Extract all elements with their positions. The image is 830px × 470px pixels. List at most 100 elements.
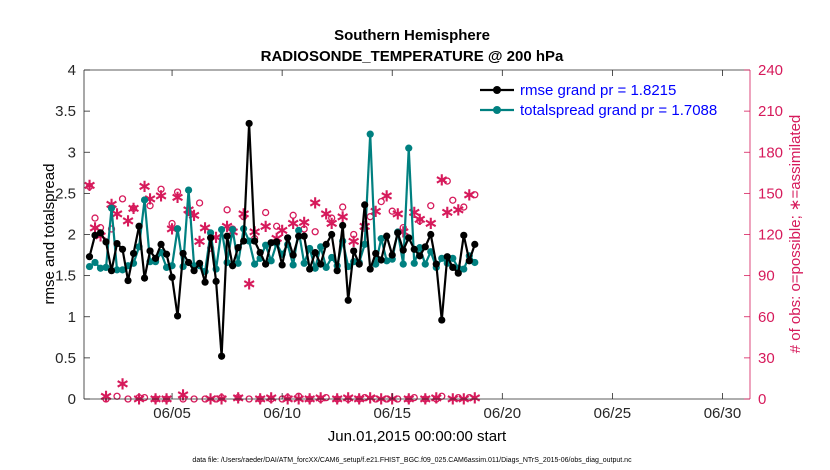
obs-assimilated-point: ∗	[231, 387, 246, 408]
totalspread-point	[140, 196, 149, 204]
rmse-point	[151, 254, 160, 262]
obs-assimilated-point: ∗	[390, 204, 405, 225]
rmse-point	[124, 276, 132, 285]
rmse-point	[91, 231, 99, 239]
obs-assimilated-point: ∗	[82, 175, 97, 196]
obs-assimilated-point: ∗	[143, 188, 158, 209]
totalspread-point	[372, 260, 380, 268]
totalspread-point	[317, 243, 325, 251]
obs-possible-point	[129, 204, 138, 213]
chart-title-line1: Southern Hemisphere	[334, 27, 490, 44]
rmse-point	[399, 246, 407, 254]
rmse-segment	[264, 242, 273, 265]
rmse-point	[251, 237, 259, 245]
rmse-point	[339, 221, 347, 230]
rmse-point	[146, 247, 154, 255]
rmse-point	[295, 232, 303, 240]
x-axis-label: Jun.01,2015 00:00:00 start	[328, 428, 507, 445]
obs-assimilated-point: ∗	[434, 169, 449, 190]
obs-assimilated-point: ∗	[324, 213, 339, 234]
totalspread-point	[229, 225, 237, 234]
rmse-point	[306, 265, 314, 273]
rmse-segment	[137, 226, 146, 279]
rmse-segment	[209, 237, 218, 282]
obs-possible-point	[465, 393, 473, 402]
totalspread-point	[245, 237, 253, 245]
totalspread-point	[300, 259, 308, 267]
totalspread-point	[449, 254, 457, 262]
totalspread-segment	[110, 208, 119, 270]
obs-possible-point	[322, 393, 330, 402]
x-tick-label: 06/30	[704, 405, 742, 422]
rmse-segment	[380, 235, 388, 261]
totalspread-segment	[402, 148, 410, 265]
rmse-segment	[440, 256, 449, 321]
rmse-point	[256, 248, 264, 257]
rmse-segment	[165, 253, 174, 278]
rmse-point	[234, 244, 242, 252]
rmse-point	[322, 240, 330, 248]
y-right-tick-label: 60	[758, 309, 775, 326]
obs-assimilated-point: ∗	[170, 187, 185, 208]
obs-assimilated-point: ∗	[341, 387, 356, 408]
rmse-point	[273, 238, 281, 246]
rmse-point	[438, 316, 446, 324]
totalspread-point	[289, 261, 297, 269]
obs-possible-point	[234, 393, 242, 402]
rmse-segment	[220, 236, 229, 357]
obs-possible-point	[184, 208, 193, 217]
rmse-point	[361, 201, 369, 209]
obs-possible-point	[289, 211, 297, 219]
x-tick-label: 06/15	[373, 405, 411, 422]
obs-assimilated-point: ∗	[236, 204, 251, 225]
totalspread-point	[173, 225, 182, 233]
y-left-tick-label: 0.5	[55, 350, 76, 367]
rmse-point	[173, 312, 182, 320]
rmse-segment	[303, 235, 311, 270]
obs-possible-point	[140, 393, 149, 402]
totalspread-segment	[407, 148, 416, 264]
x-tick-label: 06/20	[484, 405, 522, 422]
totalspread-point	[405, 144, 413, 152]
totalspread-point	[328, 253, 336, 262]
rmse-point	[372, 249, 380, 258]
legend-label-spread: totalspread grand pr = 1.7088	[520, 102, 717, 119]
obs-possible-point	[284, 393, 292, 402]
data-file-footnote: data file: /Users/raeder/DAI/ATM_forcXX/…	[192, 457, 632, 464]
plot-area	[84, 70, 750, 399]
obs-possible-point	[339, 203, 347, 211]
rmse-point	[405, 234, 413, 242]
totalspread-point	[399, 260, 407, 268]
rmse-segment	[462, 235, 471, 262]
rmse-point	[416, 252, 424, 260]
totalspread-point	[251, 260, 259, 268]
y-left-tick-label: 1.5	[55, 268, 76, 285]
rmse-segment	[281, 237, 289, 266]
obs-possible-point	[399, 223, 407, 232]
totalspread-point	[421, 260, 429, 268]
obs-assimilated-point: ∗	[379, 186, 394, 207]
rmse-point	[140, 274, 149, 282]
obs-assimilated-point: ∗	[440, 202, 455, 223]
obs-assimilated-point: ∗	[181, 199, 196, 220]
rmse-point	[460, 231, 468, 239]
obs-possible-point	[449, 196, 457, 204]
rmse-point	[449, 263, 457, 271]
rmse-segment	[330, 234, 339, 271]
obs-possible-point	[118, 195, 127, 203]
legend-marker-rmse	[493, 86, 501, 94]
rmse-segment	[88, 235, 97, 257]
rmse-point	[421, 243, 429, 251]
obs-assimilated-point: ∗	[412, 209, 427, 230]
obs-possible-point	[350, 230, 358, 239]
rmse-point	[118, 245, 127, 253]
obs-assimilated-point: ∗	[346, 231, 361, 252]
rmse-segment	[347, 250, 355, 301]
obs-possible-point	[272, 222, 281, 230]
rmse-point	[113, 239, 121, 248]
legend-label-rmse: rmse grand pr = 1.8215	[520, 82, 676, 99]
rmse-point	[289, 251, 297, 259]
rmse-point	[102, 238, 110, 246]
rmse-point	[328, 230, 336, 239]
totalspread-point	[377, 235, 385, 243]
